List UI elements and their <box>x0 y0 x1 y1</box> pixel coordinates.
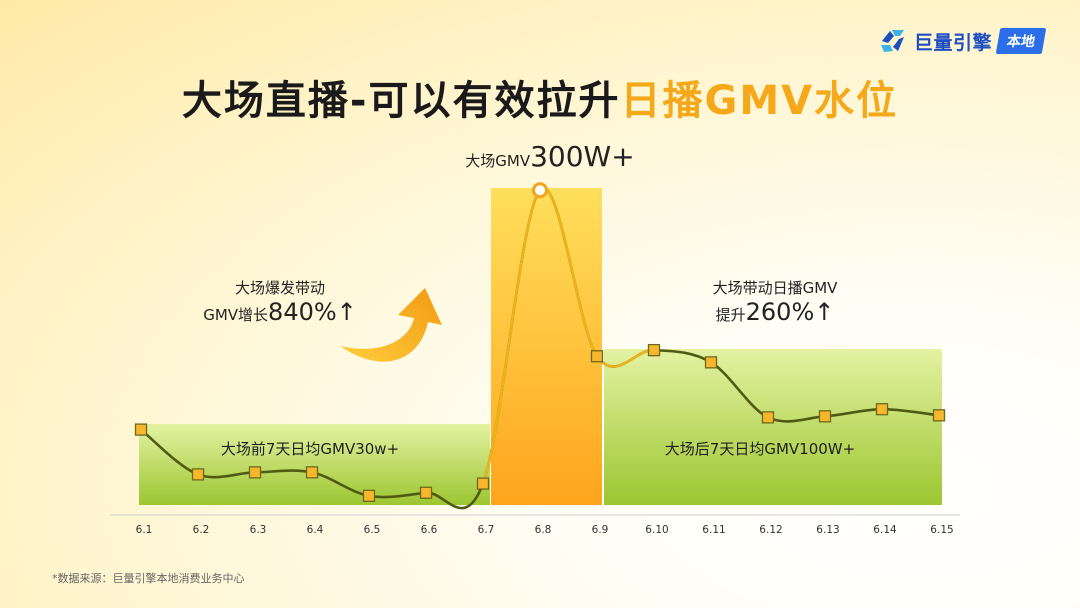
left-note-line1: 大场爆发带动 <box>234 279 325 297</box>
brand-logo: 巨量引擎 本地 <box>878 26 1047 56</box>
x-tick-label: 6.5 <box>364 524 381 536</box>
data-point <box>590 350 604 363</box>
left-note-value: 840%↑ <box>268 298 357 326</box>
x-tick-label: 6.13 <box>816 524 839 536</box>
brand-name: 巨量引擎 <box>913 31 992 54</box>
data-point <box>134 423 148 436</box>
peak-value: 300W+ <box>530 140 635 173</box>
x-tick-label: 6.9 <box>592 524 609 536</box>
peak-prefix: 大场GMV <box>465 152 531 170</box>
after-period-box <box>604 349 942 505</box>
data-point <box>362 489 376 502</box>
data-point <box>647 343 661 357</box>
x-tick-label: 6.6 <box>421 524 438 536</box>
left-note: 大场爆发带动 GMV增长840%↑ <box>185 276 375 327</box>
title-main: 大场直播-可以有效拉升 <box>181 78 621 124</box>
x-tick-label: 6.14 <box>873 524 897 536</box>
right-note: 大场带动日播GMV 提升260%↑ <box>680 276 870 327</box>
data-point <box>476 477 490 490</box>
data-point <box>305 466 319 479</box>
right-note-value: 260%↑ <box>745 298 835 326</box>
growth-arrow-icon <box>340 288 442 362</box>
x-tick-label: 6.11 <box>702 524 725 536</box>
x-tick-label: 6.10 <box>645 524 668 536</box>
x-tick-label: 6.8 <box>535 524 552 536</box>
data-point <box>761 411 775 424</box>
x-tick-label: 6.2 <box>193 524 210 536</box>
peak-annotation: 大场GMV300W+ <box>440 143 660 173</box>
data-point <box>875 403 889 416</box>
x-tick-label: 6.4 <box>307 524 324 536</box>
data-point <box>248 466 262 479</box>
after-box-label: 大场后7天日均GMV100W+ <box>664 440 856 458</box>
data-point-peak <box>532 182 548 199</box>
x-tick-label: 6.1 <box>136 524 153 536</box>
right-note-line1: 大场带动日播GMV <box>712 279 838 297</box>
left-note-prefix: GMV增长 <box>203 306 269 324</box>
x-tick-label: 6.12 <box>759 524 782 536</box>
data-point <box>419 486 433 499</box>
x-tick-label: 6.7 <box>478 524 495 536</box>
peak-segment-line <box>481 186 655 485</box>
right-note-prefix: 提升 <box>715 306 746 324</box>
x-tick-label: 6.3 <box>250 524 267 536</box>
data-source-footer: *数据来源：巨量引擎本地消费业务中心 <box>52 572 245 585</box>
data-point <box>932 409 946 422</box>
data-point <box>191 468 205 481</box>
x-tick-label: 6.15 <box>930 524 953 536</box>
before-box-label: 大场前7天日均GMV30w+ <box>220 440 400 458</box>
data-point <box>818 410 832 423</box>
page-title: 大场直播-可以有效拉升日播GMV水位 <box>0 68 1080 126</box>
before-period-box <box>139 424 490 505</box>
brand-logo-icon <box>880 30 904 52</box>
title-highlight: 日播GMV水位 <box>620 78 899 124</box>
data-point <box>704 356 718 369</box>
